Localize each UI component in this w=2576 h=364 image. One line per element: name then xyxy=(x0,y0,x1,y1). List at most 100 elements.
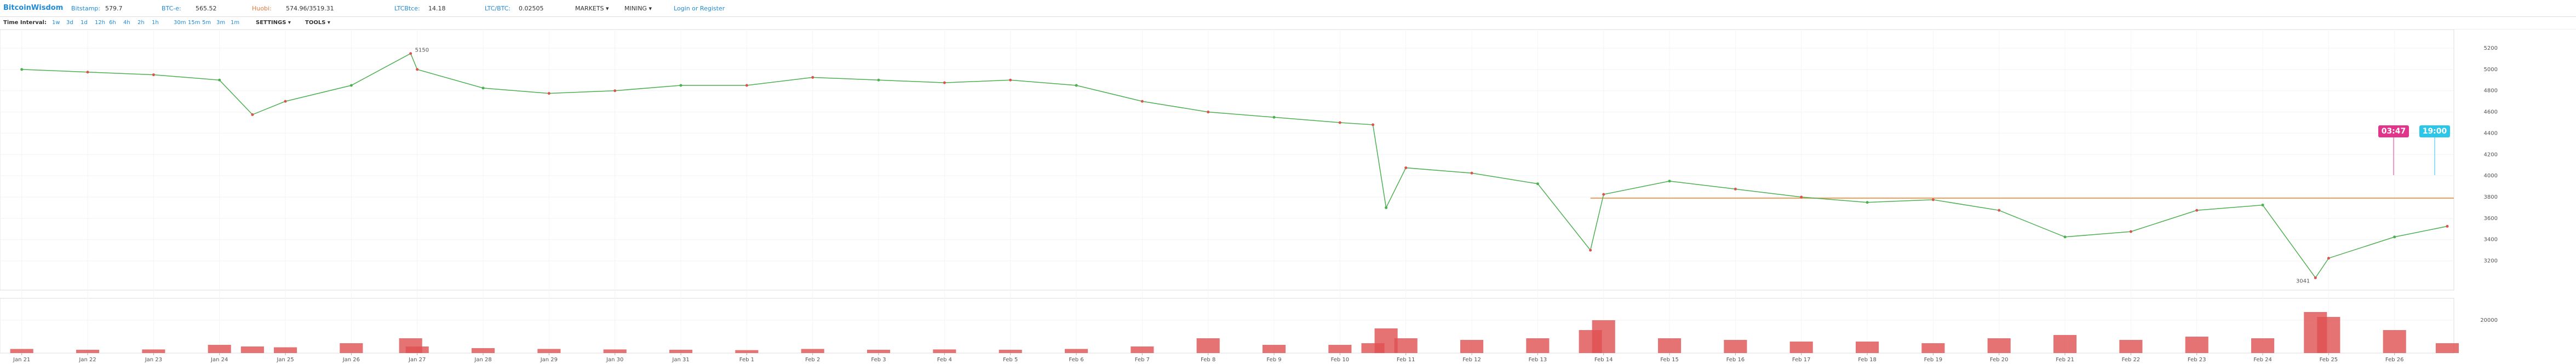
menu[interactable]: MINING ▾ xyxy=(624,5,652,12)
y2-tick-label: 20000 xyxy=(2480,317,2498,323)
x-tick-label: Feb 3 xyxy=(871,357,886,363)
ticker-label[interactable]: Huobi: xyxy=(252,5,272,12)
volume-bar xyxy=(10,349,33,353)
interval-button[interactable]: 1d xyxy=(81,20,88,26)
price-point xyxy=(86,71,89,74)
login-link[interactable]: Login or Register xyxy=(674,5,725,12)
volume-bar xyxy=(1131,346,1154,353)
interval-button[interactable]: 1m xyxy=(231,20,240,26)
interval-button[interactable]: 12h xyxy=(95,20,106,26)
price-point xyxy=(1372,123,1375,126)
volume-bar xyxy=(142,349,165,353)
volume-bar xyxy=(1262,345,1286,353)
volume-bar xyxy=(735,350,759,353)
volume-bar xyxy=(1987,338,2011,353)
volume-bar xyxy=(999,350,1022,353)
y-tick-label: 4800 xyxy=(2484,88,2498,94)
volume-bar xyxy=(1592,320,1615,353)
menu-button[interactable]: TOOLS ▾ xyxy=(305,20,330,26)
interval-button[interactable]: 3d xyxy=(66,20,73,26)
ticker-label[interactable]: BTC-e: xyxy=(162,5,181,12)
x-tick-label: Feb 6 xyxy=(1069,357,1083,363)
ticker-value: 14.18 xyxy=(428,5,446,12)
volume-bar xyxy=(2185,337,2208,353)
price-point xyxy=(1075,84,1078,87)
y-tick-label: 3800 xyxy=(2484,194,2498,200)
ticker-label[interactable]: Bitstamp: xyxy=(71,5,101,12)
interval-button[interactable]: 3m xyxy=(216,20,226,26)
price-point xyxy=(2446,224,2449,228)
price-point xyxy=(218,78,221,82)
volume-bar xyxy=(1394,338,1418,353)
price-point xyxy=(1140,100,1144,103)
menu-button[interactable]: SETTINGS ▾ xyxy=(256,20,291,26)
x-tick-label: Feb 13 xyxy=(1529,357,1547,363)
price-point xyxy=(1009,78,1012,82)
volume-bar xyxy=(2435,343,2459,353)
price-point xyxy=(877,78,880,82)
volume-bar xyxy=(273,347,297,353)
time-tag-box xyxy=(2378,125,2409,137)
price-point xyxy=(2129,230,2132,233)
interval-button[interactable]: 6h xyxy=(109,20,116,26)
ticker-label[interactable]: LTCBtce: xyxy=(394,5,420,12)
y-tick-label: 3200 xyxy=(2484,258,2498,264)
x-tick-label: Feb 17 xyxy=(1792,357,1811,363)
price-line xyxy=(21,53,2448,279)
price-point xyxy=(349,84,353,87)
interval-button[interactable]: 4h xyxy=(123,20,130,26)
annotation: 5150 xyxy=(415,48,429,54)
x-tick-label: Jan 26 xyxy=(342,357,360,363)
interval-button[interactable]: 30m xyxy=(174,20,186,26)
x-tick-label: Feb 11 xyxy=(1397,357,1415,363)
menu[interactable]: MARKETS ▾ xyxy=(575,5,609,12)
interval-button[interactable]: 1h xyxy=(152,20,159,26)
x-tick-label: Feb 16 xyxy=(1726,357,1745,363)
volume-bar xyxy=(933,349,956,353)
interval-button[interactable]: 2h xyxy=(137,20,145,26)
x-tick-label: Feb 10 xyxy=(1331,357,1350,363)
price-point xyxy=(1536,182,1539,186)
price-point xyxy=(20,68,24,71)
interval-button[interactable]: 15m xyxy=(188,20,200,26)
y-tick-label: 4600 xyxy=(2484,109,2498,115)
price-point xyxy=(1404,166,1408,170)
volume-bar xyxy=(801,349,824,353)
price-point xyxy=(481,86,485,90)
volume-bar xyxy=(405,346,429,353)
x-tick-label: Jan 24 xyxy=(210,357,228,363)
price-point xyxy=(2327,257,2330,260)
price-point xyxy=(2393,235,2396,239)
volume-bar xyxy=(340,343,363,353)
volume-bar xyxy=(208,345,231,353)
price-point xyxy=(1866,201,1869,204)
volume-bar xyxy=(1657,338,1682,353)
x-tick-label: Feb 24 xyxy=(2253,357,2272,363)
x-tick-label: Feb 22 xyxy=(2122,357,2141,363)
price-point xyxy=(811,76,814,79)
volume-bar xyxy=(867,350,891,353)
time-tag-box xyxy=(2419,125,2450,137)
y-tick-label: 3600 xyxy=(2484,216,2498,222)
interval-button[interactable]: 1w xyxy=(52,20,60,26)
volume-bar xyxy=(2119,340,2143,353)
brand[interactable]: BitcoinWisdom xyxy=(3,4,64,12)
price-point xyxy=(1272,115,1276,119)
ticker-label[interactable]: LTC/BTC: xyxy=(485,5,511,12)
price-point xyxy=(1338,121,1341,124)
volume-bar xyxy=(471,348,495,353)
interval-label: Time Interval: xyxy=(3,20,47,26)
ticker-value: 579.7 xyxy=(105,5,123,12)
x-tick-label: Feb 12 xyxy=(1462,357,1481,363)
x-tick-label: Feb 15 xyxy=(1660,357,1679,363)
price-point xyxy=(679,84,682,87)
x-tick-label: Jan 23 xyxy=(145,357,162,363)
price-point xyxy=(745,84,748,87)
price-point xyxy=(1931,198,1935,201)
y-tick-label: 5000 xyxy=(2484,67,2498,73)
x-tick-label: Jan 22 xyxy=(78,357,96,363)
x-tick-label: Jan 21 xyxy=(13,357,30,363)
volume-bar xyxy=(1328,345,1352,353)
x-tick-label: Feb 9 xyxy=(1266,357,1281,363)
interval-button[interactable]: 5m xyxy=(202,20,211,26)
